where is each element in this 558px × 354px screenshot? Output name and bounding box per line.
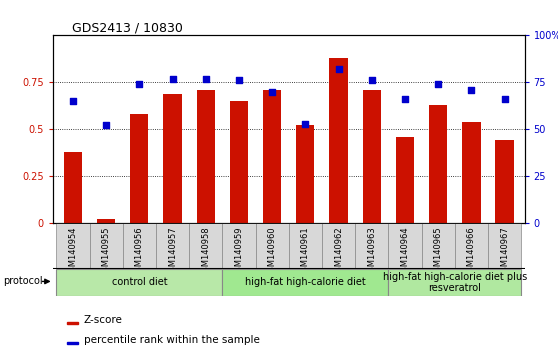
Point bbox=[467, 87, 476, 93]
Text: percentile rank within the sample: percentile rank within the sample bbox=[84, 335, 259, 345]
Bar bbox=[196, 90, 215, 223]
Bar bbox=[289, 223, 322, 269]
Bar bbox=[455, 223, 488, 269]
Bar bbox=[230, 101, 248, 223]
Bar bbox=[189, 223, 222, 269]
Point bbox=[500, 96, 509, 102]
Point bbox=[367, 78, 376, 83]
Point bbox=[268, 89, 277, 95]
Bar bbox=[396, 137, 414, 223]
Text: GSM140964: GSM140964 bbox=[401, 227, 410, 277]
Text: GSM140954: GSM140954 bbox=[69, 227, 78, 277]
Text: GSM140958: GSM140958 bbox=[201, 227, 210, 277]
Point bbox=[168, 76, 177, 81]
Point bbox=[69, 98, 78, 104]
Bar bbox=[130, 114, 148, 223]
Bar bbox=[355, 223, 388, 269]
Text: GSM140961: GSM140961 bbox=[301, 227, 310, 277]
Text: GSM140957: GSM140957 bbox=[168, 227, 177, 277]
Point bbox=[102, 122, 110, 128]
Text: GSM140962: GSM140962 bbox=[334, 227, 343, 277]
Bar bbox=[322, 223, 355, 269]
Text: GSM140963: GSM140963 bbox=[367, 227, 376, 278]
Bar bbox=[97, 219, 116, 223]
Bar bbox=[222, 269, 388, 296]
Text: GSM140967: GSM140967 bbox=[500, 227, 509, 278]
Text: GSM140956: GSM140956 bbox=[135, 227, 144, 277]
Point bbox=[434, 81, 442, 87]
Text: high-fat high-calorie diet: high-fat high-calorie diet bbox=[245, 277, 365, 287]
Bar bbox=[222, 223, 256, 269]
Point bbox=[334, 66, 343, 72]
Text: Z-score: Z-score bbox=[84, 315, 123, 325]
Text: GSM140966: GSM140966 bbox=[467, 227, 476, 278]
Bar bbox=[296, 125, 315, 223]
Text: GSM140960: GSM140960 bbox=[268, 227, 277, 277]
Text: GSM140955: GSM140955 bbox=[102, 227, 110, 277]
Bar bbox=[388, 269, 521, 296]
Bar bbox=[123, 223, 156, 269]
Bar bbox=[388, 223, 422, 269]
Bar bbox=[429, 105, 448, 223]
Point bbox=[135, 81, 144, 87]
Bar bbox=[89, 223, 123, 269]
Point bbox=[301, 121, 310, 126]
Bar bbox=[422, 223, 455, 269]
Bar bbox=[64, 152, 82, 223]
Bar bbox=[488, 223, 521, 269]
Text: control diet: control diet bbox=[112, 277, 167, 287]
Point bbox=[401, 96, 410, 102]
Bar bbox=[67, 342, 78, 344]
Text: high-fat high-calorie diet plus
resveratrol: high-fat high-calorie diet plus resverat… bbox=[383, 272, 527, 293]
Bar bbox=[329, 58, 348, 223]
Point bbox=[201, 76, 210, 81]
Bar bbox=[56, 223, 89, 269]
Bar bbox=[496, 141, 514, 223]
Bar bbox=[263, 90, 281, 223]
Bar bbox=[156, 223, 189, 269]
Point bbox=[234, 78, 243, 83]
Bar bbox=[67, 322, 78, 324]
Text: GSM140965: GSM140965 bbox=[434, 227, 442, 277]
Bar bbox=[363, 90, 381, 223]
Bar bbox=[56, 269, 222, 296]
Bar bbox=[462, 122, 480, 223]
Bar bbox=[163, 93, 182, 223]
Text: protocol: protocol bbox=[3, 276, 42, 286]
Text: GDS2413 / 10830: GDS2413 / 10830 bbox=[72, 21, 183, 34]
Text: GSM140959: GSM140959 bbox=[234, 227, 243, 277]
Bar bbox=[256, 223, 289, 269]
